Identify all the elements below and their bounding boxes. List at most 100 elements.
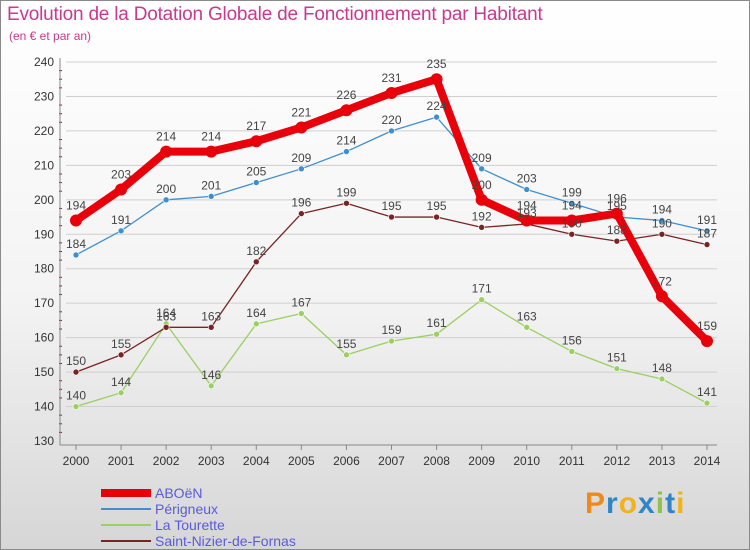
data-label: 155 [336,337,356,351]
data-label: 159 [381,323,401,337]
data-label: 163 [156,309,176,323]
data-point [703,399,711,407]
y-tick-label: 210 [34,158,54,172]
data-label: 144 [111,375,131,389]
data-label: 194 [66,198,86,212]
data-point [343,148,350,155]
legend-swatch-la-tourette [101,524,151,526]
series-2 [72,296,711,410]
data-label: 221 [291,105,311,119]
data-label: 163 [517,309,537,323]
data-point [475,193,488,206]
x-tick-label: 2012 [604,454,631,468]
data-point [162,323,170,331]
data-label: 196 [607,192,627,206]
logo-letter: t [665,487,677,520]
chart-title: Evolution de la Dotation Globale de Fonc… [7,4,543,25]
chart-subtitle: (en € et par an) [9,29,92,43]
data-label: 226 [336,88,356,102]
logo-letter: i [676,487,686,520]
x-tick-label: 2000 [63,454,90,468]
data-point [568,230,576,238]
data-label: 164 [246,306,266,320]
data-label: 184 [66,237,86,251]
axes: 130 140 150 160 170 180 190 200 210 220 230 240 2000… [34,55,721,468]
data-point [478,224,485,231]
data-label: 194 [517,198,537,212]
data-point [433,113,440,121]
x-tick-label: 2003 [198,454,225,468]
data-point [252,258,260,266]
data-point [388,337,395,345]
data-label: 195 [381,199,401,213]
data-point [117,227,125,235]
data-point [298,210,305,217]
data-point [117,351,125,359]
data-point [478,165,485,173]
data-label: 214 [336,134,356,148]
data-point [703,227,711,235]
data-label: 194 [562,198,582,212]
data-point [568,348,576,355]
data-label: 199 [562,185,582,199]
data-label: 196 [291,196,311,210]
data-point [162,196,170,204]
data-label: 188 [607,223,627,237]
data-point [568,199,576,207]
data-point [298,165,305,173]
data-label: 155 [111,337,131,351]
data-label: 205 [246,165,266,179]
data-point [72,368,80,376]
data-label: 195 [427,199,447,213]
series-0 [70,73,713,348]
data-label: 187 [697,227,717,241]
y-tick-label: 190 [34,227,54,241]
data-point [565,214,578,227]
logo-letter: x [638,487,656,520]
data-label: 172 [652,274,672,288]
data-label: 141 [697,385,717,399]
data-label: 156 [562,333,582,347]
data-point [430,73,443,86]
data-point [207,382,215,390]
x-tick-label: 2011 [559,454,585,468]
data-point [205,145,218,158]
x-tick-label: 2002 [153,454,180,468]
data-point [117,389,125,397]
x-tick-label: 2008 [423,454,450,468]
logo-letter: i [655,487,666,520]
legend-swatch-aboen [101,489,151,497]
data-label: 164 [156,306,176,320]
legend-swatch-saint-nizier [101,540,151,542]
data-point [658,217,666,224]
data-point [207,323,215,331]
x-tick-label: 2009 [468,454,495,468]
x-tick-label: 2010 [513,454,540,468]
y-tick-label: 220 [34,124,54,138]
y-tick-label: 150 [34,365,54,379]
data-point [655,290,668,303]
x-tick-label: 2004 [243,454,270,468]
data-label: 159 [697,319,717,333]
data-point [520,214,533,227]
data-point [252,179,260,186]
data-point [388,127,395,135]
data-point [72,251,80,259]
y-tick-label: 240 [34,55,54,69]
legend-item-perigneux: Périgneux [101,501,218,517]
data-label: 209 [291,151,311,165]
data-point [343,351,350,359]
y-tick-label: 200 [34,193,54,207]
legend-label-aboen: ABOëN [155,485,203,501]
data-label: 190 [652,216,672,230]
data-label: 193 [517,206,537,220]
legend-item-saint-nizier: Saint-Nizier-de-Fornas [101,533,296,549]
x-tick-label: 2006 [333,454,360,468]
legend-label-la-tourette: La Tourette [155,517,225,533]
legend-item-la-tourette: La Tourette [101,517,225,533]
logo-letter: r [606,487,619,520]
data-label: 224 [427,99,447,113]
data-point [70,214,82,227]
data-label: 171 [472,282,492,296]
